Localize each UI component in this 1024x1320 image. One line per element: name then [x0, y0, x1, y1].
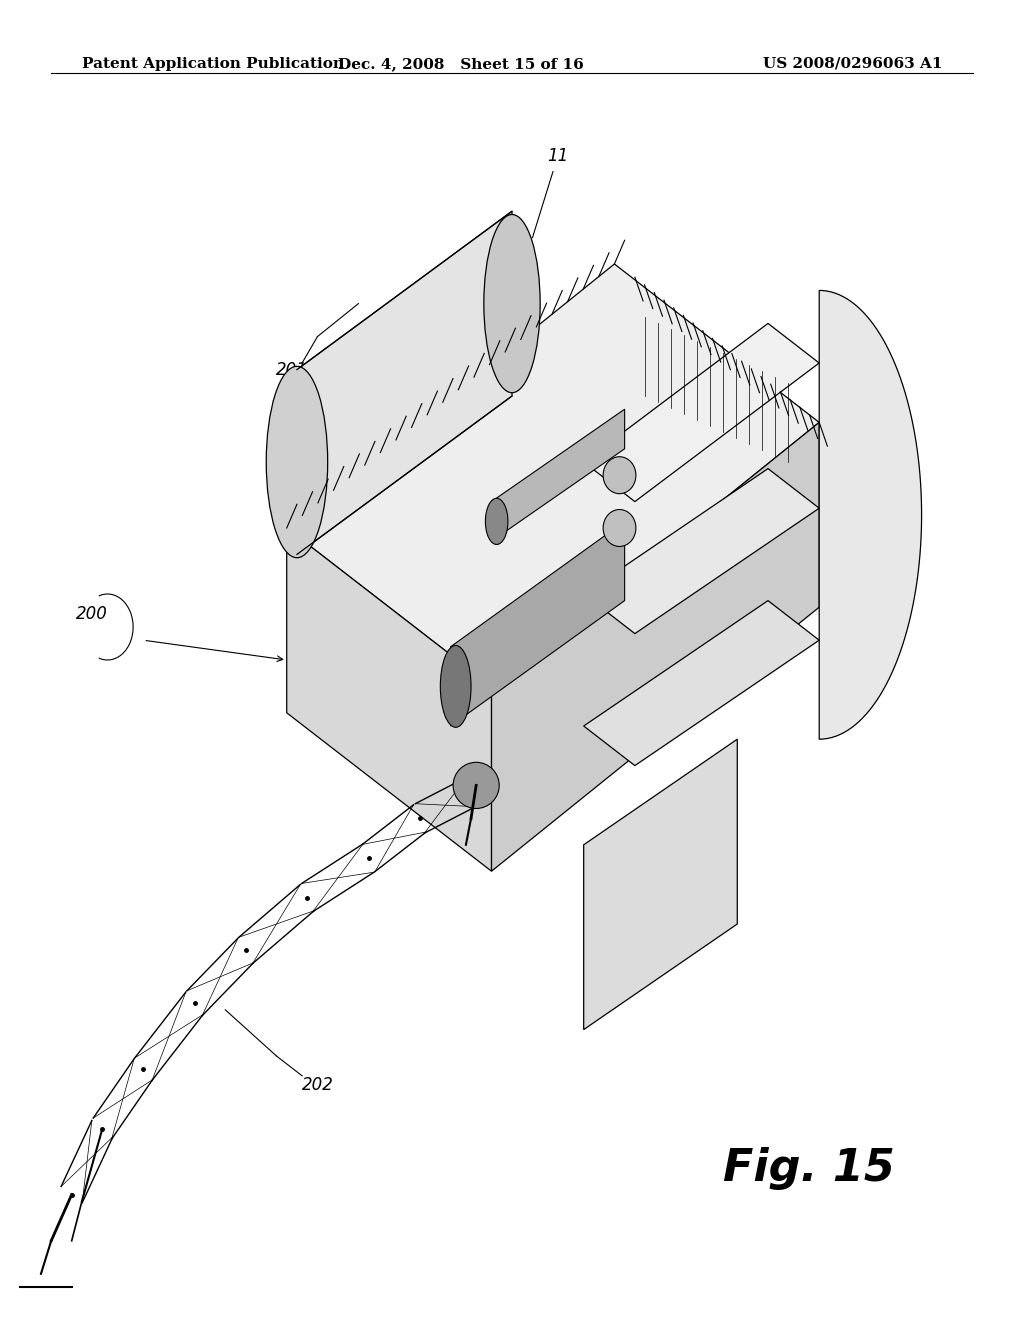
Ellipse shape — [440, 645, 471, 727]
Text: 202: 202 — [301, 1076, 334, 1094]
Text: 201: 201 — [275, 360, 308, 379]
Polygon shape — [492, 409, 625, 541]
Polygon shape — [297, 211, 512, 554]
Text: 200: 200 — [76, 605, 109, 623]
Polygon shape — [584, 601, 819, 766]
Ellipse shape — [485, 498, 508, 544]
Text: Patent Application Publication: Patent Application Publication — [82, 57, 344, 71]
Polygon shape — [492, 422, 819, 871]
Polygon shape — [819, 290, 922, 739]
Polygon shape — [584, 739, 737, 1030]
Ellipse shape — [453, 762, 500, 808]
Ellipse shape — [266, 366, 328, 557]
Text: 11: 11 — [548, 147, 568, 165]
Text: ∼: ∼ — [749, 326, 767, 347]
Ellipse shape — [483, 214, 541, 393]
Text: Fig. 15: Fig. 15 — [723, 1147, 895, 1189]
Text: US 2008/0296063 A1: US 2008/0296063 A1 — [763, 57, 942, 71]
Polygon shape — [584, 323, 819, 502]
Text: M: M — [750, 380, 766, 399]
Text: ∼: ∼ — [764, 352, 782, 374]
Polygon shape — [584, 469, 819, 634]
Ellipse shape — [603, 510, 636, 546]
Ellipse shape — [603, 457, 636, 494]
Polygon shape — [287, 528, 492, 871]
Polygon shape — [287, 264, 819, 686]
Polygon shape — [451, 521, 625, 726]
Text: Dec. 4, 2008   Sheet 15 of 16: Dec. 4, 2008 Sheet 15 of 16 — [338, 57, 584, 71]
